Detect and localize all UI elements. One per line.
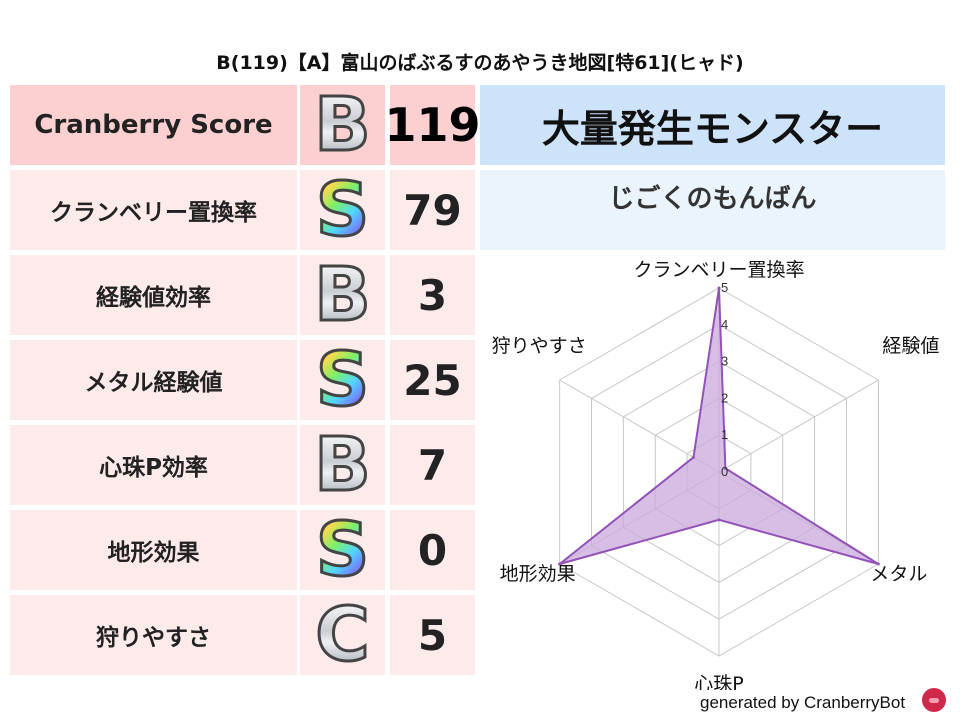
- row-value: 5: [390, 595, 475, 675]
- axis-label: 狩りやすさ: [492, 335, 587, 357]
- row-value: 3: [390, 255, 475, 335]
- axis-label: 地形効果: [500, 563, 576, 585]
- tick-label: 1: [721, 427, 728, 442]
- axis-label: クランベリー置換率: [633, 259, 804, 281]
- row-value: 0: [390, 510, 475, 590]
- row-grade: B: [300, 425, 385, 505]
- grade-badge: S: [314, 337, 370, 423]
- tick-label: 5: [721, 280, 728, 295]
- tick-label: 4: [721, 317, 728, 332]
- grade-badge: B: [313, 252, 372, 338]
- row-grade: C: [300, 595, 385, 675]
- score-grade: B: [300, 85, 385, 165]
- monster-name: じごくのもんばん: [480, 170, 945, 250]
- row-grade: S: [300, 170, 385, 250]
- page-title: B(119)【A】富山のばぶるすのあやうき地図[特61](ヒャド): [216, 52, 744, 74]
- grid-spoke: [718, 379, 879, 473]
- row-label: メタル経験値: [10, 340, 297, 420]
- row-value: 79: [390, 170, 475, 250]
- row-grade: S: [300, 510, 385, 590]
- footer-text: generated by CranberryBot: [700, 693, 906, 712]
- tick-label: 0: [721, 464, 728, 479]
- grade-badge: C: [314, 592, 371, 678]
- cranberry-bot-icon: [922, 688, 946, 712]
- axis-label: 経験値: [882, 335, 939, 357]
- grade-badge: S: [314, 167, 370, 253]
- axis-label: 心珠P: [694, 673, 743, 690]
- monster-heading: 大量発生モンスター: [480, 85, 945, 165]
- row-value: 7: [390, 425, 475, 505]
- row-label: 経験値効率: [10, 255, 297, 335]
- score-value: 119: [384, 85, 481, 165]
- data-point: [876, 562, 880, 566]
- score-label: Cranberry Score: [10, 85, 297, 165]
- data-point: [723, 466, 727, 470]
- row-label: クランベリー置換率: [10, 170, 297, 250]
- grade-badge: B: [313, 82, 372, 168]
- tick-label: 3: [721, 354, 728, 369]
- data-point: [558, 562, 562, 566]
- tick-label: 2: [721, 390, 728, 405]
- row-label: 心珠P効率: [10, 425, 297, 505]
- row-grade: B: [300, 255, 385, 335]
- grade-badge: B: [313, 422, 372, 508]
- data-point: [717, 518, 721, 522]
- grade-badge: S: [314, 507, 370, 593]
- row-label: 地形効果: [10, 510, 297, 590]
- axis-label: メタル: [870, 563, 927, 585]
- data-point: [692, 455, 696, 459]
- data-point: [717, 286, 721, 290]
- row-label: 狩りやすさ: [10, 595, 297, 675]
- row-value: 25: [390, 340, 475, 420]
- row-grade: S: [300, 340, 385, 420]
